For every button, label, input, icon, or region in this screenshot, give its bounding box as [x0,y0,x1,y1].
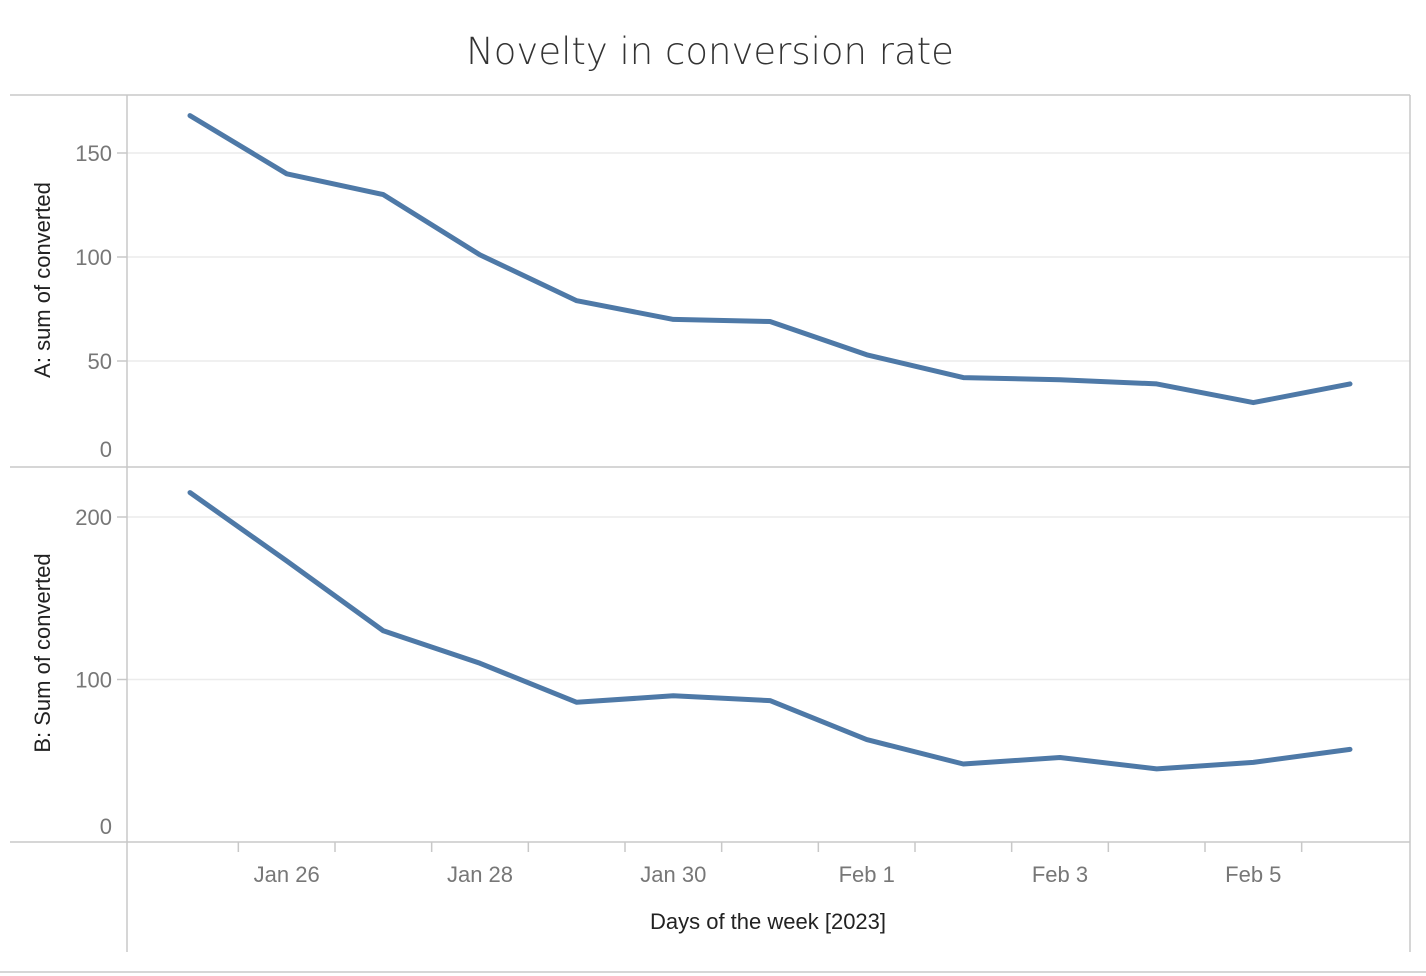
y-tick-label-a: 50 [88,349,112,374]
x-axis-title: Days of the week [2023] [650,909,886,934]
y-tick-label-b: 0 [100,814,112,839]
y-tick-label-a: 150 [75,141,112,166]
chart-frames [0,94,1426,973]
y-axis-title-a: A: sum of converted [30,182,55,378]
y-tick-label-a: 100 [75,245,112,270]
chart-title: Novelty in conversion rate [466,30,954,73]
x-tick-label: Feb 1 [839,862,895,887]
x-tick-label: Feb 3 [1032,862,1088,887]
x-axis: Jan 26 Jan 28 Jan 30 Feb 1 Feb 3 Feb 5 [237,842,1303,887]
x-tick-label: Jan 30 [640,862,706,887]
y-tick-label-b: 200 [75,505,112,530]
y-tick-label-b: 100 [75,668,112,693]
series-line-a [187,113,1353,406]
x-tick-label: Jan 28 [447,862,513,887]
series-line-b [187,490,1353,772]
x-tick-label: Jan 26 [254,862,320,887]
panel-a: 0 50 100 150 A: sum of converted [30,113,1410,462]
y-axis-title-b: B: Sum of converted [30,553,55,752]
panel-b: 0 100 200 B: Sum of converted [30,490,1410,839]
x-tick-label: Feb 5 [1225,862,1281,887]
y-tick-label-a: 0 [100,437,112,462]
